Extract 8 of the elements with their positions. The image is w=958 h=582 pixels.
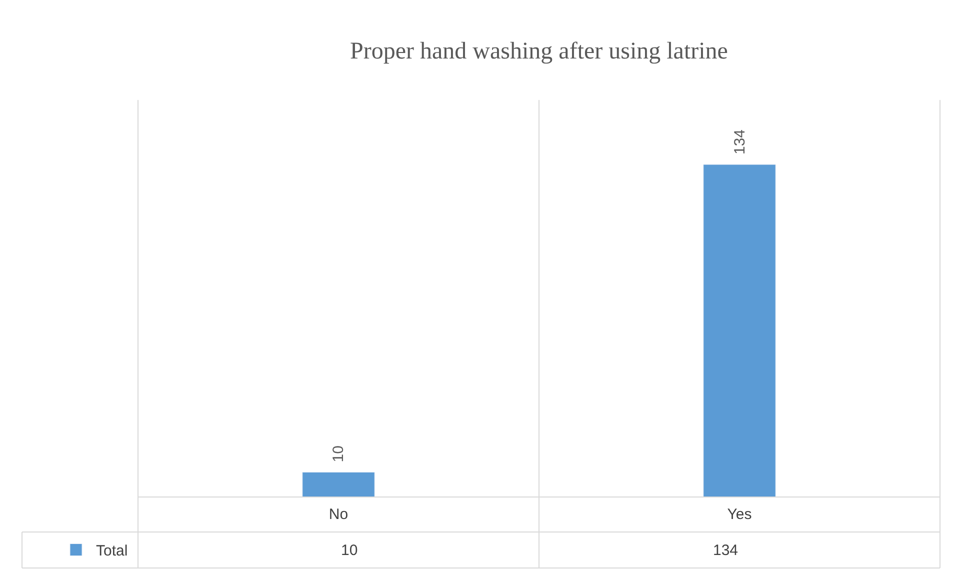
data-label: 10 (330, 446, 347, 462)
x-tick-label: Yes (727, 506, 752, 523)
data-label: 134 (731, 129, 748, 155)
legend-label: Total (96, 542, 128, 560)
text: 10 (341, 542, 358, 559)
x-tick-label: No (328, 506, 348, 523)
text: 134 (713, 542, 738, 559)
chart-title: Proper hand washing after using latrine (350, 38, 728, 64)
